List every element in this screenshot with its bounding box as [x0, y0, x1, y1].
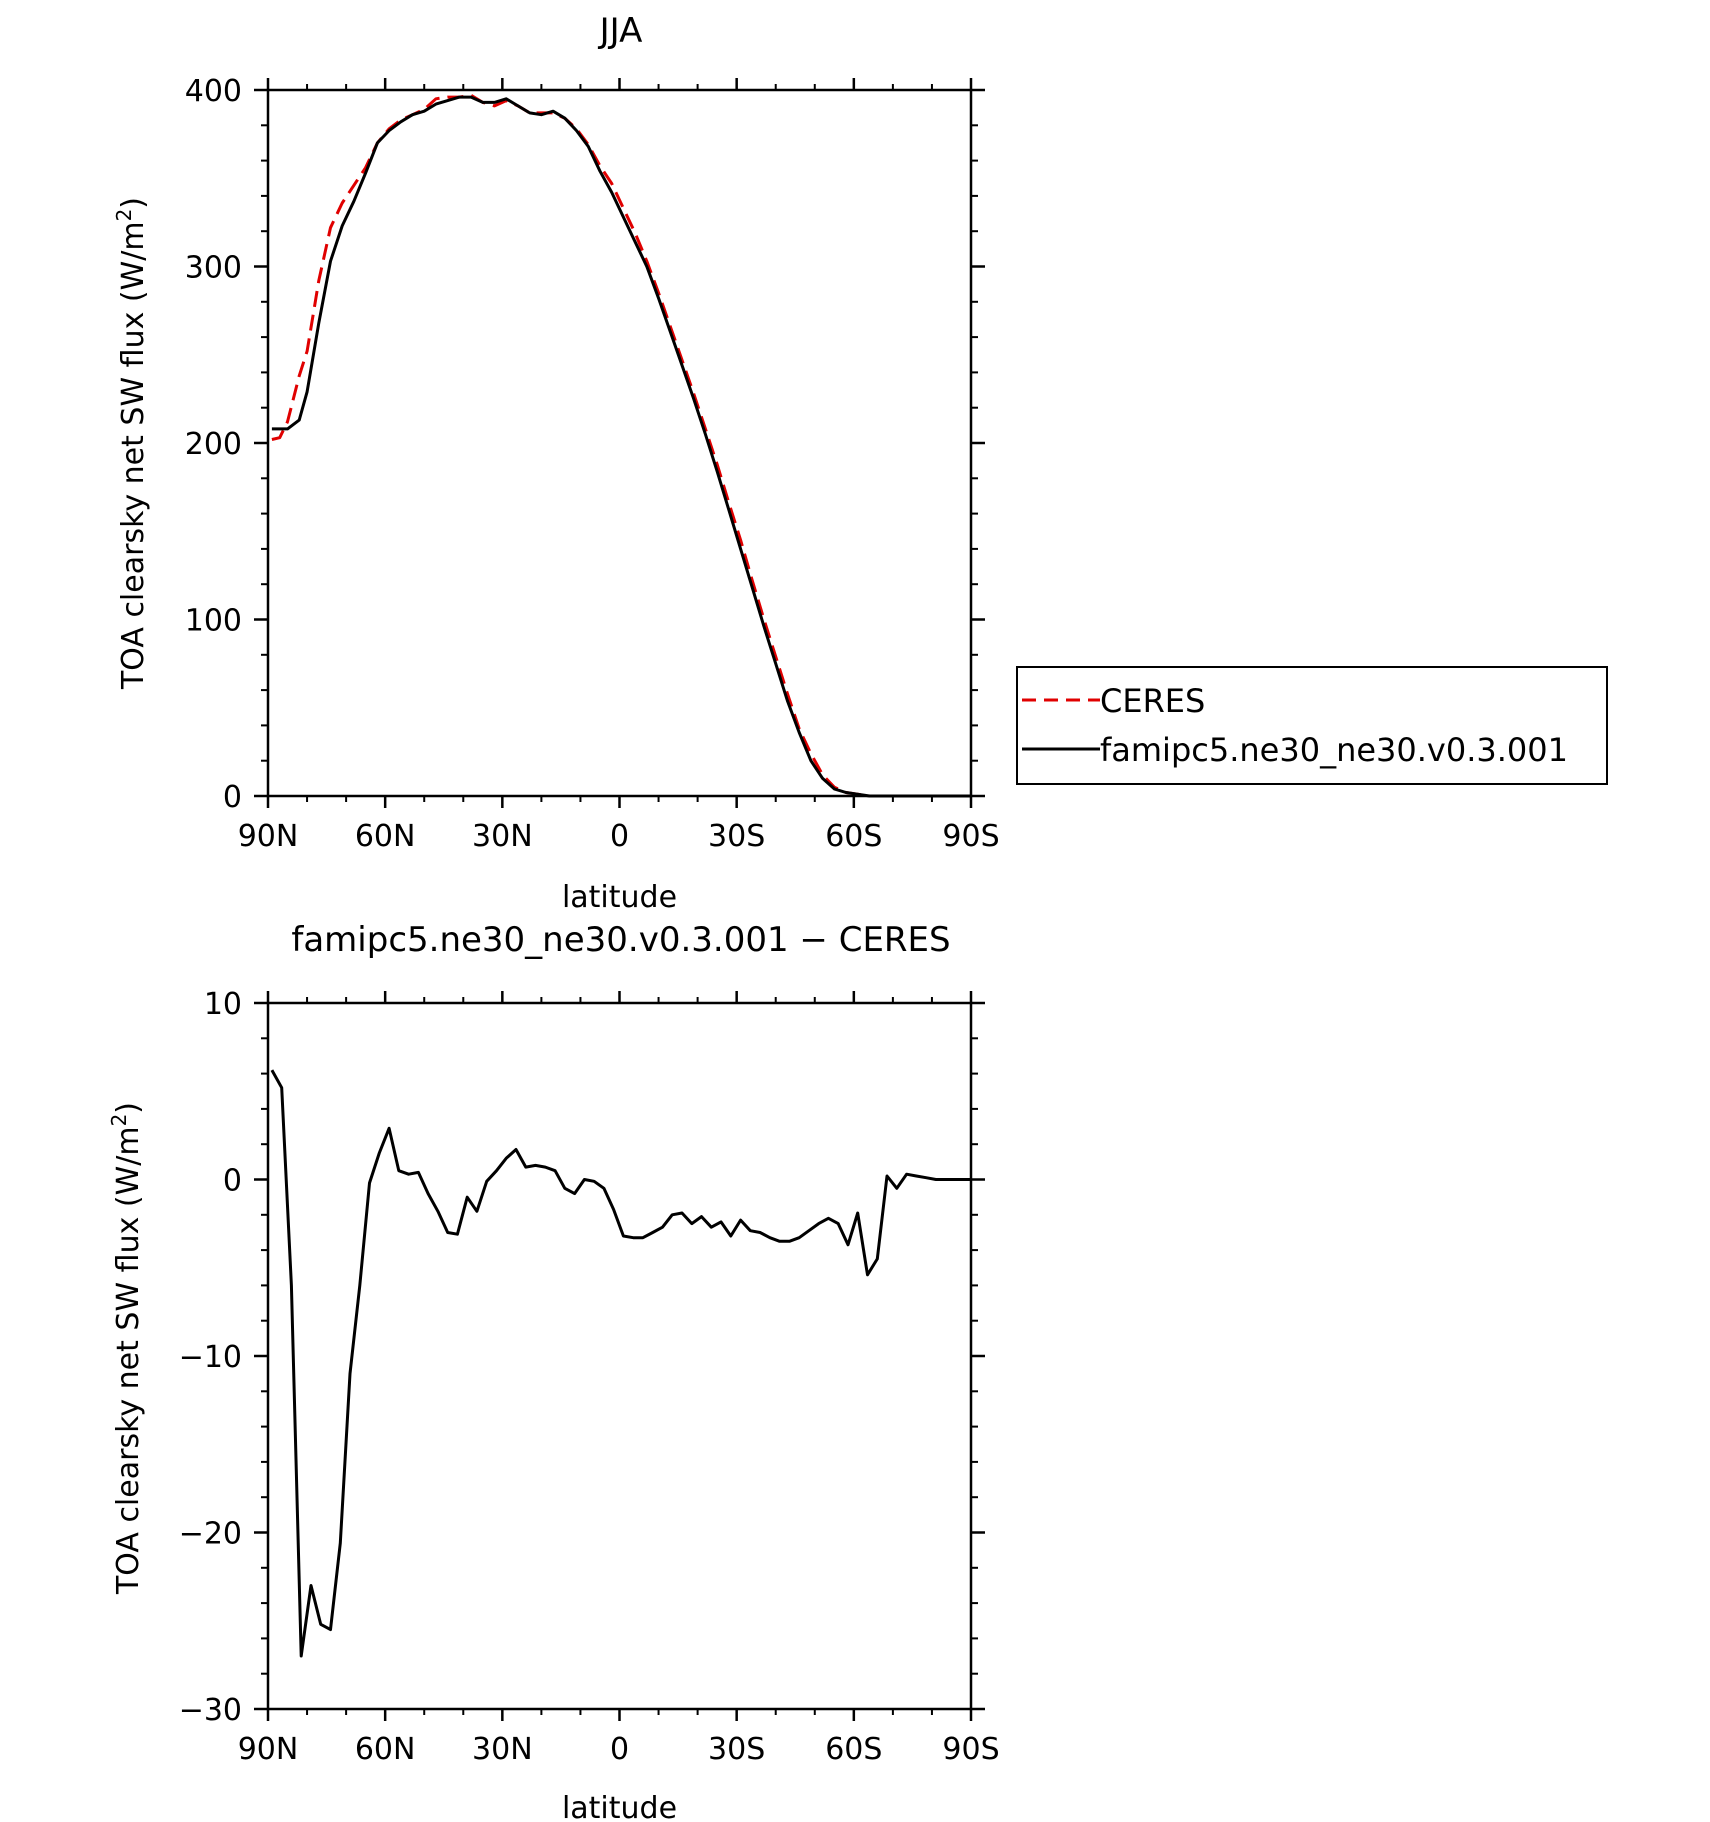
top-ytick-label-1: 100	[185, 604, 242, 639]
bottom-chart-title: famipc5.ne30_ne30.v0.3.001 − CERES	[291, 920, 950, 960]
top-xtick-label-0: 90N	[238, 819, 299, 854]
bottom-ylabel-sup: 2	[107, 1114, 131, 1127]
legend-ceres-label: CERES	[1100, 682, 1205, 720]
bottom-xtick-label-5: 60S	[825, 1732, 882, 1767]
bottom-ytick-label-4: 10	[204, 987, 242, 1022]
top-xtick-label-6: 90S	[942, 819, 999, 854]
top-xtick-label-3: 0	[610, 819, 629, 854]
bottom-ylabel-text: TOA clearsky net SW flux (W/m	[111, 1126, 146, 1595]
top-chart-ticks: 90N 60N 30N 0 30S 60S 90S 0 100 200 300 400	[185, 74, 1000, 854]
top-ytick-label-3: 300	[185, 251, 242, 286]
bottom-series-line-0	[270, 1069, 971, 1658]
bottom-chart-ylabel: TOA clearsky net SW flux (W/m2)	[107, 1102, 146, 1595]
bottom-xtick-label-2: 30N	[472, 1732, 533, 1767]
top-chart-xlabel: latitude	[562, 880, 677, 915]
top-xtick-label-5: 60S	[825, 819, 882, 854]
top-ylabel-text: TOA clearsky net SW flux (W/m	[116, 221, 151, 690]
bottom-xtick-label-3: 0	[610, 1732, 629, 1767]
top-chart: JJA 90N 60N 30N 0 30S 60S 90S 0 100 200 300 400 lat…	[112, 11, 1000, 915]
bottom-chart-xlabel: latitude	[562, 1791, 677, 1822]
legend-model-label: famipc5.ne30_ne30.v0.3.001	[1100, 731, 1568, 769]
top-series-line-0	[271, 93, 971, 798]
bottom-ytick-label-0: −30	[179, 1693, 242, 1728]
top-ytick-label-2: 200	[185, 427, 242, 462]
legend: CERES famipc5.ne30_ne30.v0.3.001	[1016, 666, 1608, 785]
bottom-xtick-label-0: 90N	[238, 1732, 299, 1767]
bottom-xtick-label-4: 30S	[708, 1732, 765, 1767]
legend-box	[1016, 666, 1608, 785]
top-chart-ylabel: TOA clearsky net SW flux (W/m2)	[112, 197, 151, 690]
top-ytick-label-4: 400	[185, 74, 242, 109]
bottom-xtick-label-1: 60N	[355, 1732, 416, 1767]
bottom-ylabel-close: )	[111, 1102, 146, 1114]
bottom-chart-lines	[270, 1069, 971, 1658]
bottom-chart-frame	[266, 1001, 973, 1711]
bottom-ytick-label-3: 0	[223, 1164, 242, 1199]
top-chart-frame	[266, 88, 973, 798]
top-xtick-label-1: 60N	[355, 819, 416, 854]
bottom-ytick-label-2: −10	[179, 1340, 242, 1375]
top-series-line-1	[271, 95, 971, 798]
top-ytick-label-0: 0	[223, 780, 242, 815]
bottom-ytick-label-1: −20	[179, 1517, 242, 1552]
top-ylabel-sup: 2	[112, 209, 136, 222]
top-xtick-label-2: 30N	[472, 819, 533, 854]
top-xtick-label-4: 30S	[708, 819, 765, 854]
bottom-chart: famipc5.ne30_ne30.v0.3.001 − CERES 90N 60…	[107, 920, 1000, 1822]
top-chart-lines	[271, 93, 971, 798]
bottom-xtick-label-6: 90S	[942, 1732, 999, 1767]
bottom-chart-ticks: 90N 60N 30N 0 30S 60S 90S −30 −20 −10 0 10	[179, 987, 1000, 1767]
top-ylabel-close: )	[116, 197, 151, 209]
top-chart-title: JJA	[598, 11, 643, 51]
